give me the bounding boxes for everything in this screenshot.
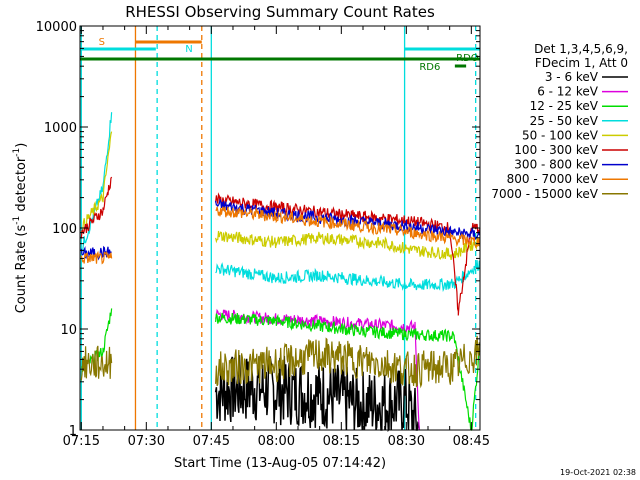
x-tick-label-4: 08:15 [323,434,360,449]
legend-label-7: 300 - 800 keV [514,158,598,172]
x-tick-label-0: 07:15 [63,434,100,449]
y-axis-label-mid: detector [14,156,29,216]
legend-header-line2: FDecim 1, Att 0 [535,56,628,70]
plot-layer: S N RD6 RDO [80,26,481,433]
legend-label-9: 7000 - 15000 keV [491,187,598,201]
x-tick-label-1: 07:30 [128,434,165,449]
x-tick-label-6: 08:45 [453,434,490,449]
timestamp: 19-Oct-2021 02:38 [560,468,636,477]
flag-label-rd6: RD6 [419,62,440,73]
x-tick-label-3: 08:00 [258,434,295,449]
y-axis-label-sup2: -1 [12,148,22,157]
y-tick-label-3: 1000 [44,121,77,136]
y-axis-label-end: ) [14,143,29,148]
y-tick-label-4: 10000 [36,20,77,35]
series-line-6 [80,176,481,316]
chart-title: RHESSI Observing Summary Count Rates [125,3,435,21]
x-axis-label: Start Time (13-Aug-05 07:14:42) [174,456,386,471]
y-axis-label-sup1: -1 [12,216,22,225]
flag-label-s: S [99,37,105,48]
series-line-9 [80,335,481,389]
flag-label-n: N [185,44,192,55]
legend-label-5: 50 - 100 keV [522,128,599,142]
legend-label-6: 100 - 300 keV [514,143,598,157]
flag-label-rdo: RDO [456,53,479,64]
y-axis-label: Count Rate (s-1 detector-1) [12,143,29,314]
y-tick-label-1: 10 [60,323,77,338]
legend-label-3: 12 - 25 keV [530,99,599,113]
x-tick-label-5: 08:30 [388,434,425,449]
legend-header-line1: Det 1,3,4,5,6,9, [534,42,628,56]
series-line-8 [80,206,481,265]
legend-label-1: 3 - 6 keV [545,70,599,84]
y-axis-label-main: Count Rate (s [14,225,29,314]
legend-label-4: 25 - 50 keV [530,114,599,128]
x-tick-label-2: 07:45 [193,434,230,449]
y-tick-label-0: 1 [69,424,77,439]
series-line-4 [80,112,481,293]
legend-label-2: 6 - 12 keV [537,85,599,99]
series-line-1 [214,355,421,433]
legend: Det 1,3,4,5,6,9, FDecim 1, Att 0 3 - 6 k… [491,42,628,201]
y-tick-label-2: 100 [52,222,77,237]
axis-layer: 07:15 07:30 07:45 08:00 08:15 08:30 08:45 1 10 10… [36,20,490,449]
legend-label-8: 800 - 7000 keV [507,172,599,186]
